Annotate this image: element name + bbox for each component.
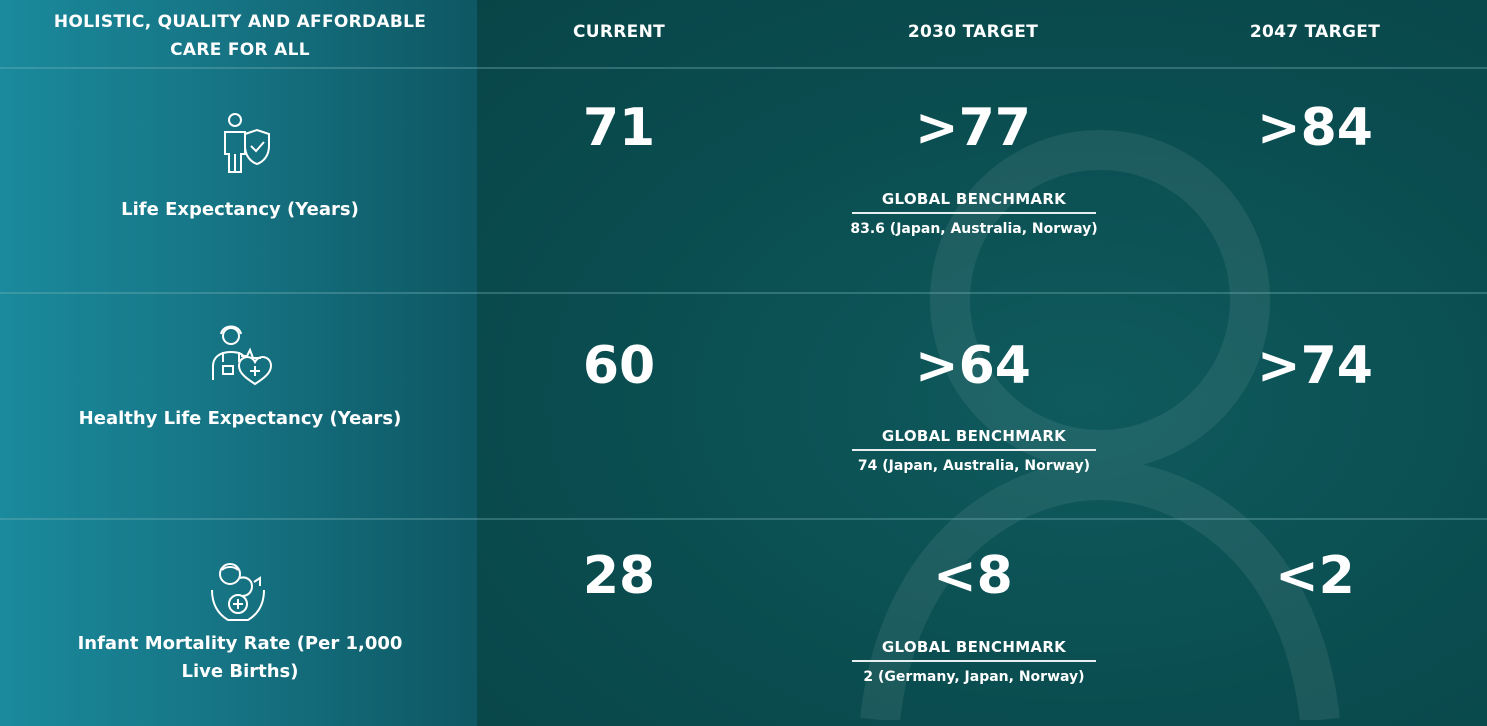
value-current: 71 <box>582 98 656 158</box>
value-2047-target: >84 <box>1257 98 1373 158</box>
watermark-figure-icon <box>860 130 1340 720</box>
infant-care-icon <box>211 563 265 621</box>
value-2047-target: >74 <box>1257 336 1373 396</box>
column-header-2030-target: 2030 TARGET <box>907 22 1039 42</box>
benchmark-text: 2 (Germany, Japan, Norway) <box>863 669 1085 685</box>
row-label-infant-mortality-rate: Infant Mortality Rate (Per 1,000 Live Bi… <box>77 633 403 682</box>
benchmark-title: GLOBAL BENCHMARK <box>852 638 1096 662</box>
row-divider <box>0 67 1487 69</box>
row-divider <box>0 518 1487 520</box>
column-header-2047-target: 2047 TARGET <box>1249 22 1381 42</box>
column-header-current: CURRENT <box>573 22 665 42</box>
doctor-heart-icon <box>212 325 273 386</box>
main-background <box>477 0 1487 726</box>
benchmark-text: 83.6 (Japan, Australia, Norway) <box>850 221 1098 237</box>
person-shield-icon <box>224 113 270 173</box>
table-title: HOLISTIC, QUALITY AND AFFORDABLE CARE FO… <box>53 12 427 60</box>
value-2030-target: >77 <box>915 98 1031 158</box>
row-label-healthy-life-expectancy: Healthy Life Expectancy (Years) <box>78 408 402 429</box>
benchmark-title: GLOBAL BENCHMARK <box>852 427 1096 451</box>
benchmark-title: GLOBAL BENCHMARK <box>852 190 1096 214</box>
value-current: 60 <box>582 336 656 396</box>
value-current: 28 <box>582 546 656 606</box>
row-divider <box>0 292 1487 294</box>
row-label-life-expectancy: Life Expectancy (Years) <box>121 199 359 220</box>
benchmark-text: 74 (Japan, Australia, Norway) <box>857 458 1091 474</box>
value-2030-target: >64 <box>915 336 1031 396</box>
value-2030-target: <8 <box>933 546 1013 606</box>
value-2047-target: <2 <box>1275 546 1355 606</box>
